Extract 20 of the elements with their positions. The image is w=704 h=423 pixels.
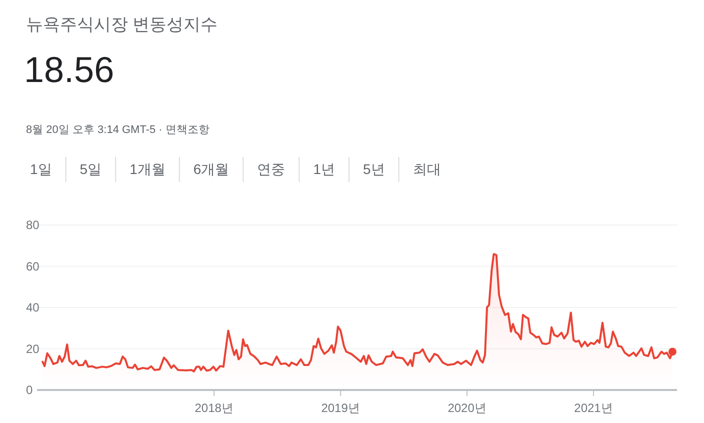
x-tick-label: 2020년 <box>448 401 486 415</box>
y-tick-label: 20 <box>26 342 40 356</box>
text: 1개월 <box>130 161 166 177</box>
x-tick-label: 2019년 <box>321 401 360 415</box>
text: 8월 20일 오후 3:14 GMT-5 · 면책조항 <box>26 124 210 136</box>
y-tick-label: 60 <box>26 259 40 274</box>
chart-title: 뉴욕주식시장 변동성지수 <box>26 15 218 34</box>
text: 5년 <box>362 161 385 177</box>
text: 1일 <box>30 161 52 177</box>
y-tick-label: 80 <box>26 218 40 232</box>
x-tick-label: 2021년 <box>574 401 613 415</box>
y-tick-label: 40 <box>26 300 40 314</box>
y-tick-label: 0 <box>26 383 33 397</box>
text: 5일 <box>80 161 102 177</box>
x-tick-label: 2018년 <box>194 401 234 415</box>
text: 1년 <box>313 161 335 177</box>
text: 6개월 <box>193 161 230 177</box>
text: 연중 <box>257 161 286 177</box>
text: 최대 <box>412 161 441 177</box>
chart-subtitle: 18.56 <box>24 49 114 90</box>
